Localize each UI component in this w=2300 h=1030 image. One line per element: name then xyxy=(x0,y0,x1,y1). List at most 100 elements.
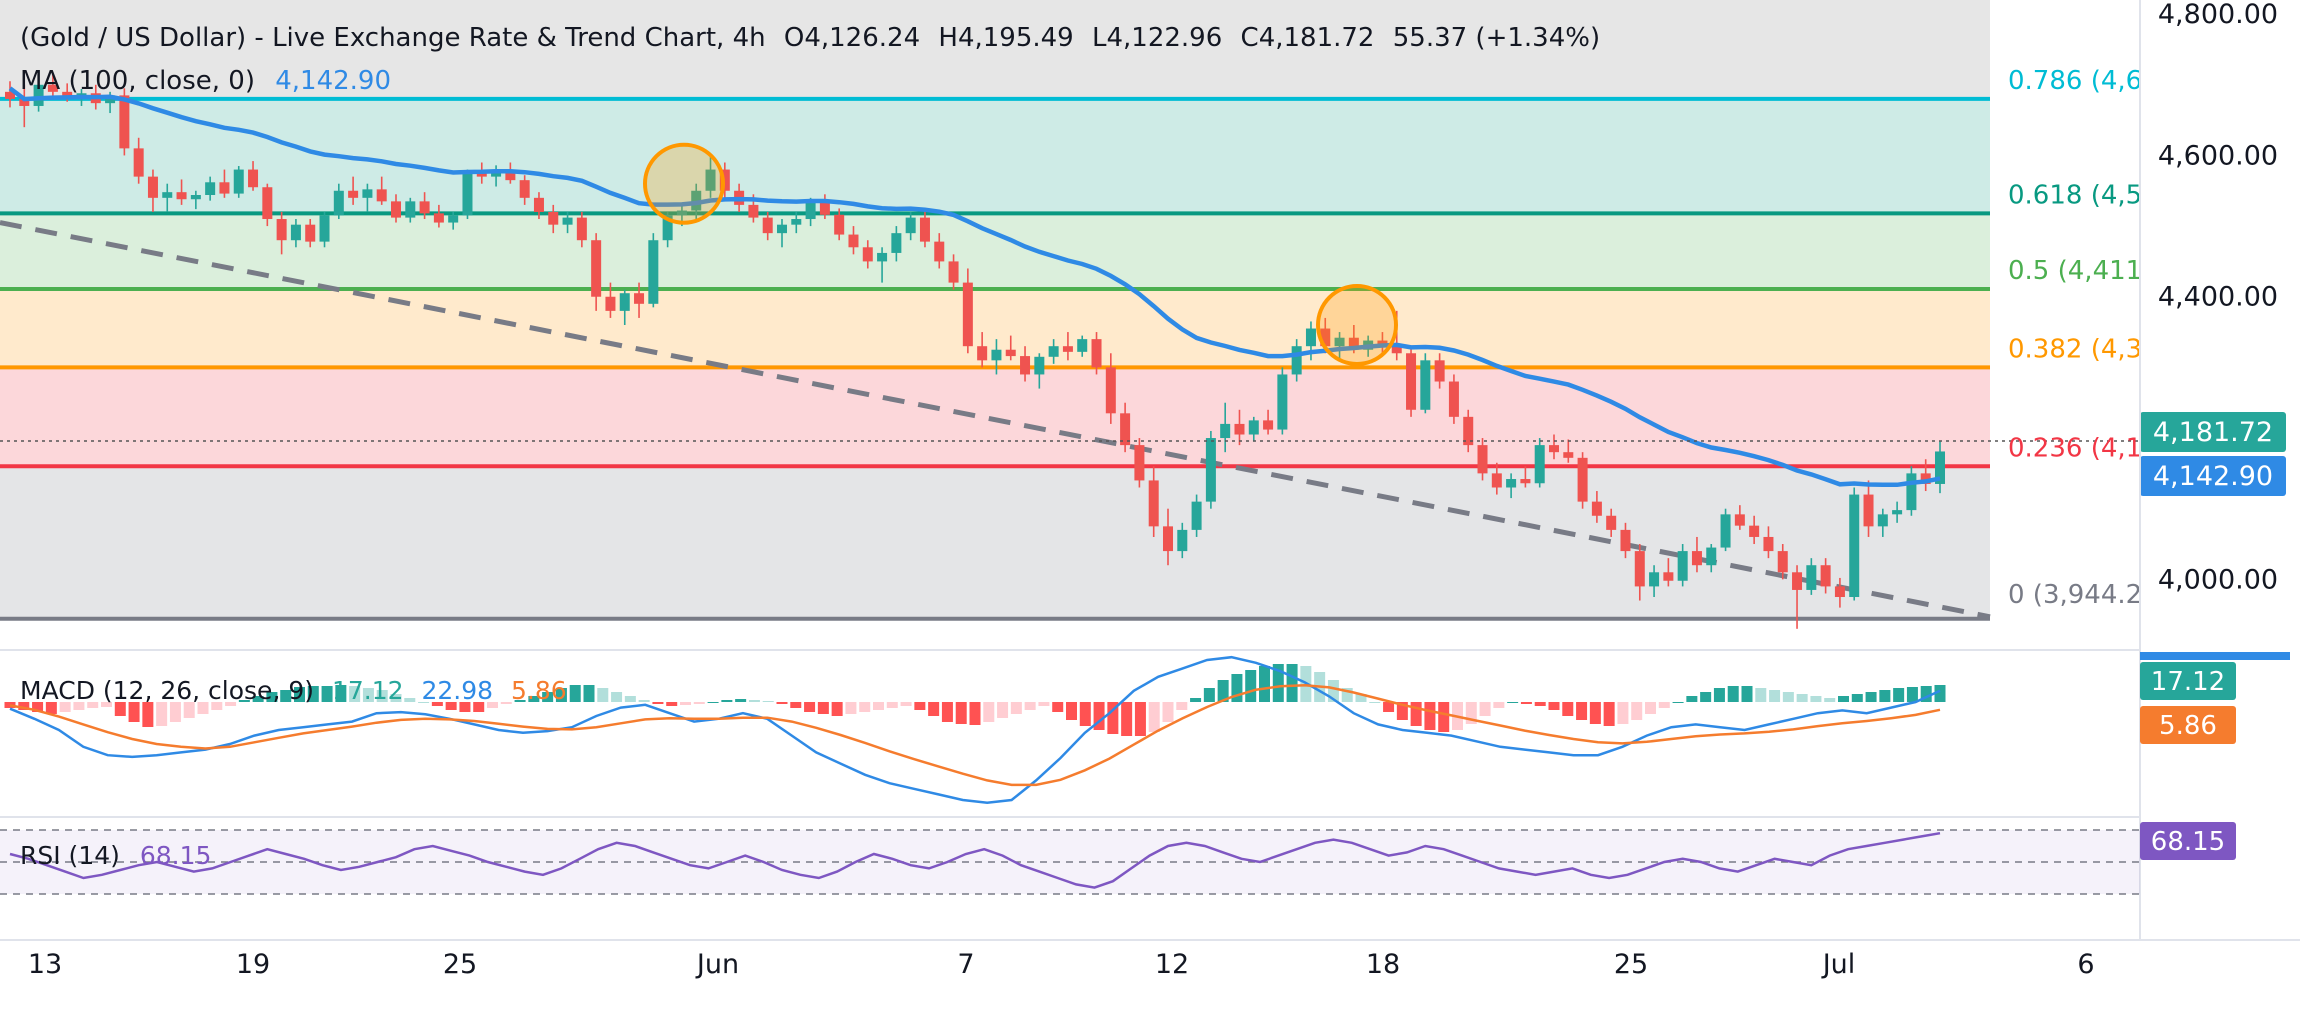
candle[interactable] xyxy=(519,175,530,205)
candle[interactable] xyxy=(1720,508,1731,552)
candle[interactable] xyxy=(1406,346,1417,417)
candle[interactable] xyxy=(319,211,330,248)
candle[interactable] xyxy=(1548,434,1560,460)
candle[interactable] xyxy=(1448,374,1459,424)
candle[interactable] xyxy=(1005,335,1016,361)
candle[interactable] xyxy=(762,211,773,241)
candle[interactable] xyxy=(1820,558,1831,594)
candle[interactable] xyxy=(219,169,230,198)
candle[interactable] xyxy=(1649,565,1660,598)
candle[interactable] xyxy=(1177,522,1188,559)
candle[interactable] xyxy=(1034,353,1045,389)
candle[interactable] xyxy=(1234,409,1245,446)
candle[interactable] xyxy=(1634,544,1645,601)
candle[interactable] xyxy=(1834,577,1845,608)
candle[interactable] xyxy=(1420,353,1431,414)
candle[interactable] xyxy=(376,176,387,205)
candle[interactable] xyxy=(1162,508,1174,566)
candle[interactable] xyxy=(877,247,888,283)
candle[interactable] xyxy=(462,169,473,220)
candle[interactable] xyxy=(1191,494,1202,537)
candle[interactable] xyxy=(1849,487,1860,601)
candle[interactable] xyxy=(305,219,316,248)
candle[interactable] xyxy=(1906,466,1917,516)
candle[interactable] xyxy=(576,211,587,248)
macd-signal-line[interactable] xyxy=(9,683,1941,787)
candle[interactable] xyxy=(1763,526,1774,559)
candle[interactable] xyxy=(619,289,630,325)
candle[interactable] xyxy=(1463,409,1474,453)
candle[interactable] xyxy=(1749,515,1760,545)
candle[interactable] xyxy=(1591,491,1602,523)
ma-legend[interactable]: MA (100, close, 0) 4,142.90 xyxy=(20,66,391,96)
candle[interactable] xyxy=(562,211,573,234)
candle[interactable] xyxy=(1077,335,1088,357)
candle[interactable] xyxy=(891,226,902,262)
candle[interactable] xyxy=(1148,466,1159,537)
candle[interactable] xyxy=(1120,402,1131,453)
candle[interactable] xyxy=(433,204,444,228)
candle[interactable] xyxy=(1434,353,1445,389)
candle[interactable] xyxy=(934,233,945,269)
macd-legend[interactable]: MACD (12, 26, close, 9) 17.12 22.98 5.86 xyxy=(20,676,567,705)
candle[interactable] xyxy=(834,208,845,241)
candle[interactable] xyxy=(1091,332,1102,375)
price-axis[interactable]: 4,800.00 4,600.00 4,400.00 4,000.00 xyxy=(2158,0,2278,595)
candle[interactable] xyxy=(47,74,58,99)
candle[interactable] xyxy=(1520,466,1531,488)
candle[interactable] xyxy=(634,282,645,318)
candle[interactable] xyxy=(348,176,359,205)
candle[interactable] xyxy=(1606,508,1617,537)
candle[interactable] xyxy=(962,268,973,354)
candle[interactable] xyxy=(1577,452,1588,509)
candle[interactable] xyxy=(1048,339,1059,364)
candle[interactable] xyxy=(205,176,216,201)
candle[interactable] xyxy=(1205,430,1216,509)
candle[interactable] xyxy=(705,155,716,198)
candle[interactable] xyxy=(1263,409,1274,435)
candle[interactable] xyxy=(276,211,287,255)
candle[interactable] xyxy=(1877,508,1888,537)
candle[interactable] xyxy=(1248,416,1259,442)
candle[interactable] xyxy=(1620,522,1631,559)
candle[interactable] xyxy=(162,183,173,212)
candle[interactable] xyxy=(1777,544,1788,580)
candle[interactable] xyxy=(548,204,559,234)
candle[interactable] xyxy=(133,137,144,184)
candle[interactable] xyxy=(776,219,788,248)
time-axis[interactable]: 13 19 25 Jun 7 12 18 25 Jul 6 xyxy=(28,949,2095,980)
candle[interactable] xyxy=(1677,544,1688,587)
candle[interactable] xyxy=(1663,558,1674,587)
candle[interactable] xyxy=(1020,346,1031,382)
macd-line[interactable] xyxy=(9,655,1941,805)
candle[interactable] xyxy=(190,190,201,210)
candle[interactable] xyxy=(333,183,344,220)
candle[interactable] xyxy=(819,194,830,220)
candle[interactable] xyxy=(919,208,930,248)
candle[interactable] xyxy=(533,192,544,220)
candle[interactable] xyxy=(1277,367,1288,435)
candle[interactable] xyxy=(19,84,30,128)
candle[interactable] xyxy=(1062,332,1073,361)
candle[interactable] xyxy=(1334,332,1345,361)
candle[interactable] xyxy=(1563,439,1574,463)
candle[interactable] xyxy=(1792,565,1803,629)
candle[interactable] xyxy=(1105,353,1116,424)
candle[interactable] xyxy=(147,169,158,212)
candle[interactable] xyxy=(1920,459,1931,492)
candle[interactable] xyxy=(591,233,602,311)
candle[interactable] xyxy=(1934,441,1946,494)
candle[interactable] xyxy=(905,211,916,241)
candle[interactable] xyxy=(648,233,659,308)
candle[interactable] xyxy=(448,211,459,230)
candle[interactable] xyxy=(605,282,616,318)
candle[interactable] xyxy=(176,179,187,205)
rsi-legend[interactable]: RSI (14) 68.15 xyxy=(20,841,211,870)
moving-average-line[interactable] xyxy=(8,86,1941,488)
candle[interactable] xyxy=(977,332,988,368)
candle[interactable] xyxy=(948,254,959,290)
candle[interactable] xyxy=(1291,339,1302,382)
candle[interactable] xyxy=(1806,558,1817,595)
candle[interactable] xyxy=(33,76,44,112)
candle[interactable] xyxy=(848,226,859,255)
